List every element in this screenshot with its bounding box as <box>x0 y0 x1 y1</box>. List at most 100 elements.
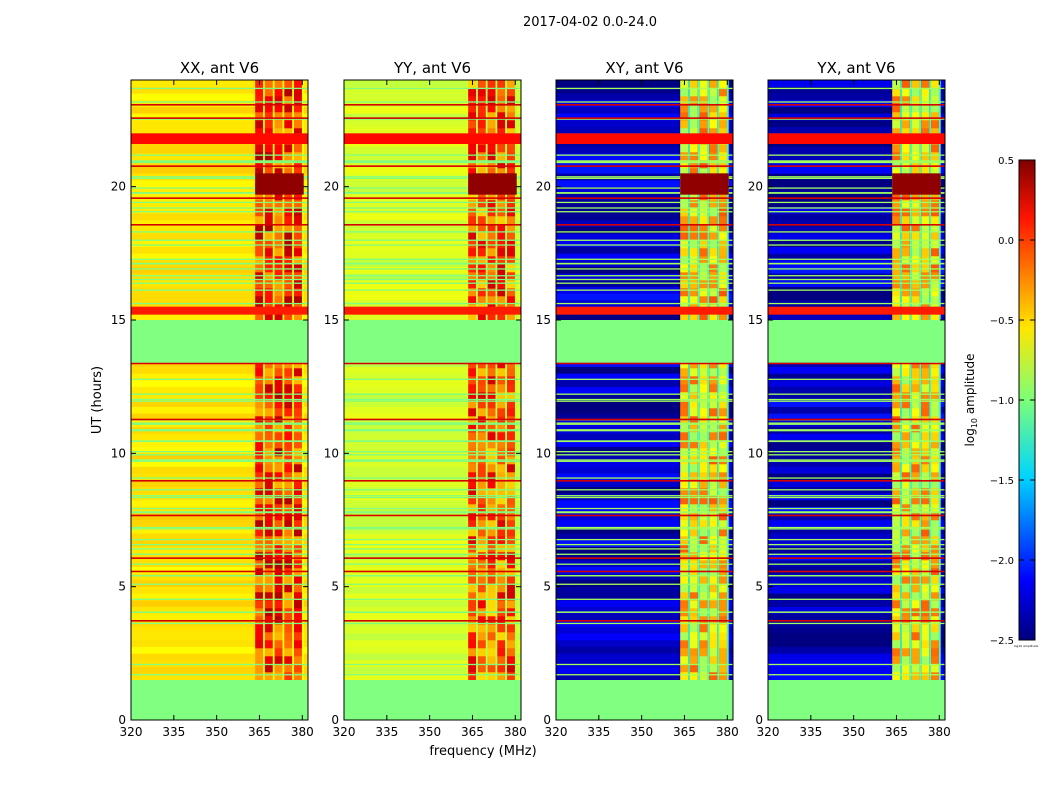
heatmap-cell <box>719 392 727 401</box>
heatmap-cell <box>911 248 920 257</box>
flag-line <box>556 563 733 565</box>
heatmap-cell <box>892 432 901 441</box>
heatmap-cell <box>719 216 727 225</box>
heatmap-cell <box>507 144 515 153</box>
heatmap-cell-row <box>556 266 733 274</box>
heatmap-cell-row <box>131 646 308 654</box>
heatmap-cell <box>264 120 273 129</box>
flag-line <box>344 160 521 162</box>
heatmap-cell <box>274 632 283 641</box>
flag-line <box>768 177 945 179</box>
heatmap-cell-row <box>344 220 521 227</box>
heatmap-cell <box>709 464 718 473</box>
heatmap-cell-row <box>131 613 308 621</box>
heatmap-cell <box>497 648 506 657</box>
rfi-line <box>556 197 733 199</box>
heatmap-cell <box>719 640 727 649</box>
heatmap-cell-row <box>131 393 308 401</box>
heatmap-cell <box>477 112 486 121</box>
heatmap-cell-row <box>768 473 945 481</box>
heatmap-cell <box>901 528 910 537</box>
x-axis-label: frequency (MHz) <box>429 744 536 759</box>
heatmap-cell-row <box>556 653 733 661</box>
heatmap-cell <box>719 496 727 505</box>
heatmap-cell <box>487 232 496 241</box>
heatmap-cell <box>477 600 486 609</box>
heatmap-cell <box>487 440 496 449</box>
heatmap-cell <box>680 288 689 297</box>
flag-line <box>768 674 945 676</box>
heatmap-cell-row <box>344 660 521 667</box>
heatmap-cell-row <box>556 640 733 647</box>
heatmap-cell <box>921 624 930 633</box>
heatmap-cell <box>699 96 708 105</box>
heatmap-cell-row <box>131 533 308 541</box>
heatmap-cell <box>689 376 698 385</box>
heatmap-area <box>556 80 733 720</box>
heatmap-cell <box>477 464 486 473</box>
heatmap-cell <box>709 376 718 385</box>
heatmap-cell <box>255 168 264 177</box>
flag-line <box>344 239 521 241</box>
heatmap-cell <box>264 496 273 505</box>
heatmap-cell-row <box>131 406 308 414</box>
heatmap-cell <box>284 584 293 593</box>
heatmap-cell <box>699 648 708 657</box>
heatmap-cell <box>294 240 302 249</box>
heatmap-cell <box>294 104 302 113</box>
heatmap-cell <box>719 600 727 609</box>
heatmap-cell <box>921 480 930 489</box>
flag-line <box>131 207 308 209</box>
x-tick-label: 365 <box>461 725 484 739</box>
heatmap-cell <box>507 232 515 241</box>
heatmap-cell <box>719 232 727 241</box>
heatmap-cell <box>497 312 506 321</box>
heatmap-cell <box>709 592 718 601</box>
heatmap-cell <box>709 216 718 225</box>
heatmap-cell-row <box>131 293 308 301</box>
heatmap-cell <box>911 640 920 649</box>
heatmap-cell <box>892 392 901 401</box>
flag-line <box>556 548 733 550</box>
heatmap-cell <box>487 120 496 129</box>
heatmap-cell-row <box>344 93 521 101</box>
heatmap-cell-row <box>344 106 521 114</box>
heatmap-cell-row <box>131 226 308 234</box>
heatmap-cell <box>255 96 264 105</box>
heatmap-cell <box>264 392 273 401</box>
heatmap-cell <box>911 152 920 161</box>
heatmap-cell <box>911 424 920 433</box>
heatmap-cell <box>689 432 698 441</box>
heatmap-cell <box>699 544 708 553</box>
flag-line <box>556 278 733 281</box>
heatmap-cell <box>699 88 708 97</box>
heatmap-cell-row <box>344 593 521 601</box>
heatmap-cell <box>911 440 920 449</box>
heatmap-cell <box>892 480 901 489</box>
rfi-line <box>556 557 733 559</box>
heatmap-cell <box>931 128 939 137</box>
flag-line <box>344 440 521 442</box>
heatmap-cell <box>699 312 708 321</box>
heatmap-cell-row <box>768 560 945 567</box>
flag-line <box>131 598 308 600</box>
heatmap-cell <box>264 96 273 105</box>
flag-line <box>344 496 521 499</box>
heatmap-cell <box>699 80 708 89</box>
heatmap-cell <box>468 424 477 433</box>
heatmap-cell-row <box>556 646 733 654</box>
heatmap-cell-row <box>556 566 733 574</box>
rfi-line <box>131 197 308 199</box>
heatmap-cell-row <box>768 660 945 667</box>
flag-line <box>344 207 521 209</box>
heatmap-cell <box>931 584 939 593</box>
heatmap-cell <box>901 648 910 657</box>
heatmap-cell <box>274 600 283 609</box>
heatmap-cell <box>911 216 920 225</box>
heatmap-cell-row <box>556 546 733 554</box>
flag-line <box>556 526 733 529</box>
heatmap-cell-row <box>556 433 733 441</box>
heatmap-cell <box>468 248 477 257</box>
heatmap-cell-row <box>344 533 521 541</box>
heatmap-cell <box>507 384 515 393</box>
